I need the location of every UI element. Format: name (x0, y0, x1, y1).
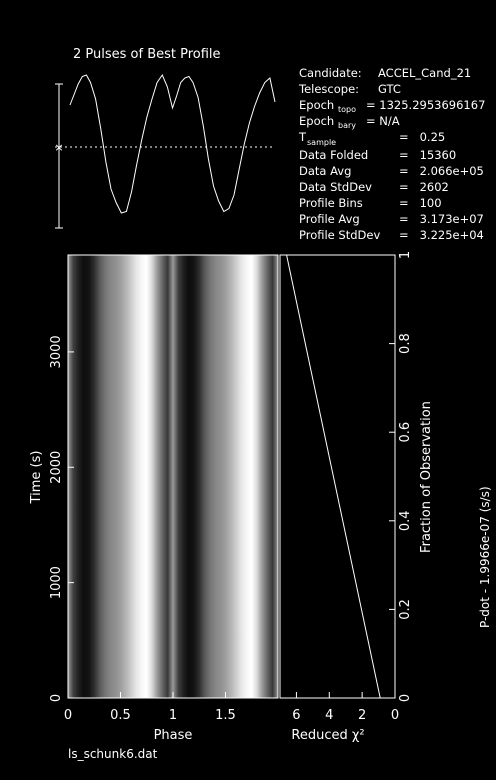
profile-avg-value: = 3.173e+07 (399, 212, 484, 226)
time-tick-label: 3000 (49, 335, 64, 368)
phase-axis-label: Phase (154, 728, 193, 743)
fraction-tick-label: 0.6 (398, 422, 413, 443)
footer-filename: ls_schunk6.dat (68, 747, 158, 761)
epoch-topo-value: = 1325.2953696167 (366, 98, 486, 112)
profile-bins-label: Profile Bins (299, 196, 363, 210)
phase-tick-label: 1 (169, 708, 177, 723)
profile-title: 2 Pulses of Best Profile (73, 47, 221, 62)
chi2-frame (279, 254, 396, 699)
t-sample-label: T (299, 130, 307, 144)
chi2-tick-label: 2 (358, 708, 366, 723)
chi2-axis-label: Reduced χ² (291, 728, 364, 743)
candidate-label: Candidate: (299, 66, 362, 80)
chi2-tick-label: 0 (391, 708, 399, 723)
fraction-tick-label: 1 (398, 251, 413, 259)
time-tick-label: 1000 (49, 566, 64, 599)
data-stddev-value: = 2602 (399, 180, 449, 194)
telescope-value: GTC (378, 82, 401, 96)
chi2-series-line (286, 254, 381, 699)
profile-stddev-value: = 3.225e+04 (399, 228, 484, 242)
time-tick-label: 0 (49, 694, 64, 702)
fraction-tick-label: 0.8 (398, 333, 413, 354)
right-edge-label: P-dot - 1.9966e-07 (s/s) (478, 486, 492, 628)
profile-stddev-label: Profile StdDev (299, 228, 381, 242)
time-axis-label: Time (s) (29, 451, 44, 505)
data-avg-label: Data Avg (299, 164, 352, 178)
fraction-axis-label: Fraction of Observation (419, 401, 434, 553)
telescope-label: Telescope: (299, 82, 360, 96)
profile-avg-label: Profile Avg (299, 212, 360, 226)
epoch-topo-label: Epoch (299, 98, 335, 112)
data-avg-value: = 2.066e+05 (399, 164, 484, 178)
phase-tick-label: 0.5 (110, 708, 131, 723)
phase-tick-label: 1.5 (215, 708, 236, 723)
epoch-bary-value: = N/A (366, 114, 400, 128)
fraction-tick-label: 0.4 (398, 510, 413, 531)
data-folded-value: = 15360 (399, 148, 457, 162)
time-tick-label: 2000 (49, 451, 64, 484)
fraction-tick-label: 0.2 (398, 599, 413, 620)
profile-series-line (69, 73, 276, 214)
profile-average-marker: × (54, 141, 63, 154)
fraction-tick-label: 0 (398, 694, 413, 702)
chi2-tick-label: 6 (292, 708, 300, 723)
profile-bins-value: = 100 (399, 196, 442, 210)
candidate-value: ACCEL_Cand_21 (378, 66, 472, 80)
chi2-tick-label: 4 (325, 708, 333, 723)
epoch-topo-subscript: topo (338, 105, 357, 114)
epoch-bary-label: Epoch (299, 114, 335, 128)
phase-tick-label: 0 (64, 708, 72, 723)
phase-time-image (68, 255, 278, 698)
data-folded-label: Data Folded (299, 148, 369, 162)
data-stddev-label: Data StdDev (299, 180, 372, 194)
epoch-bary-subscript: bary (338, 121, 357, 130)
t-sample-value: = 0.25 (399, 130, 446, 144)
t-sample-subscript: sample (307, 138, 337, 147)
